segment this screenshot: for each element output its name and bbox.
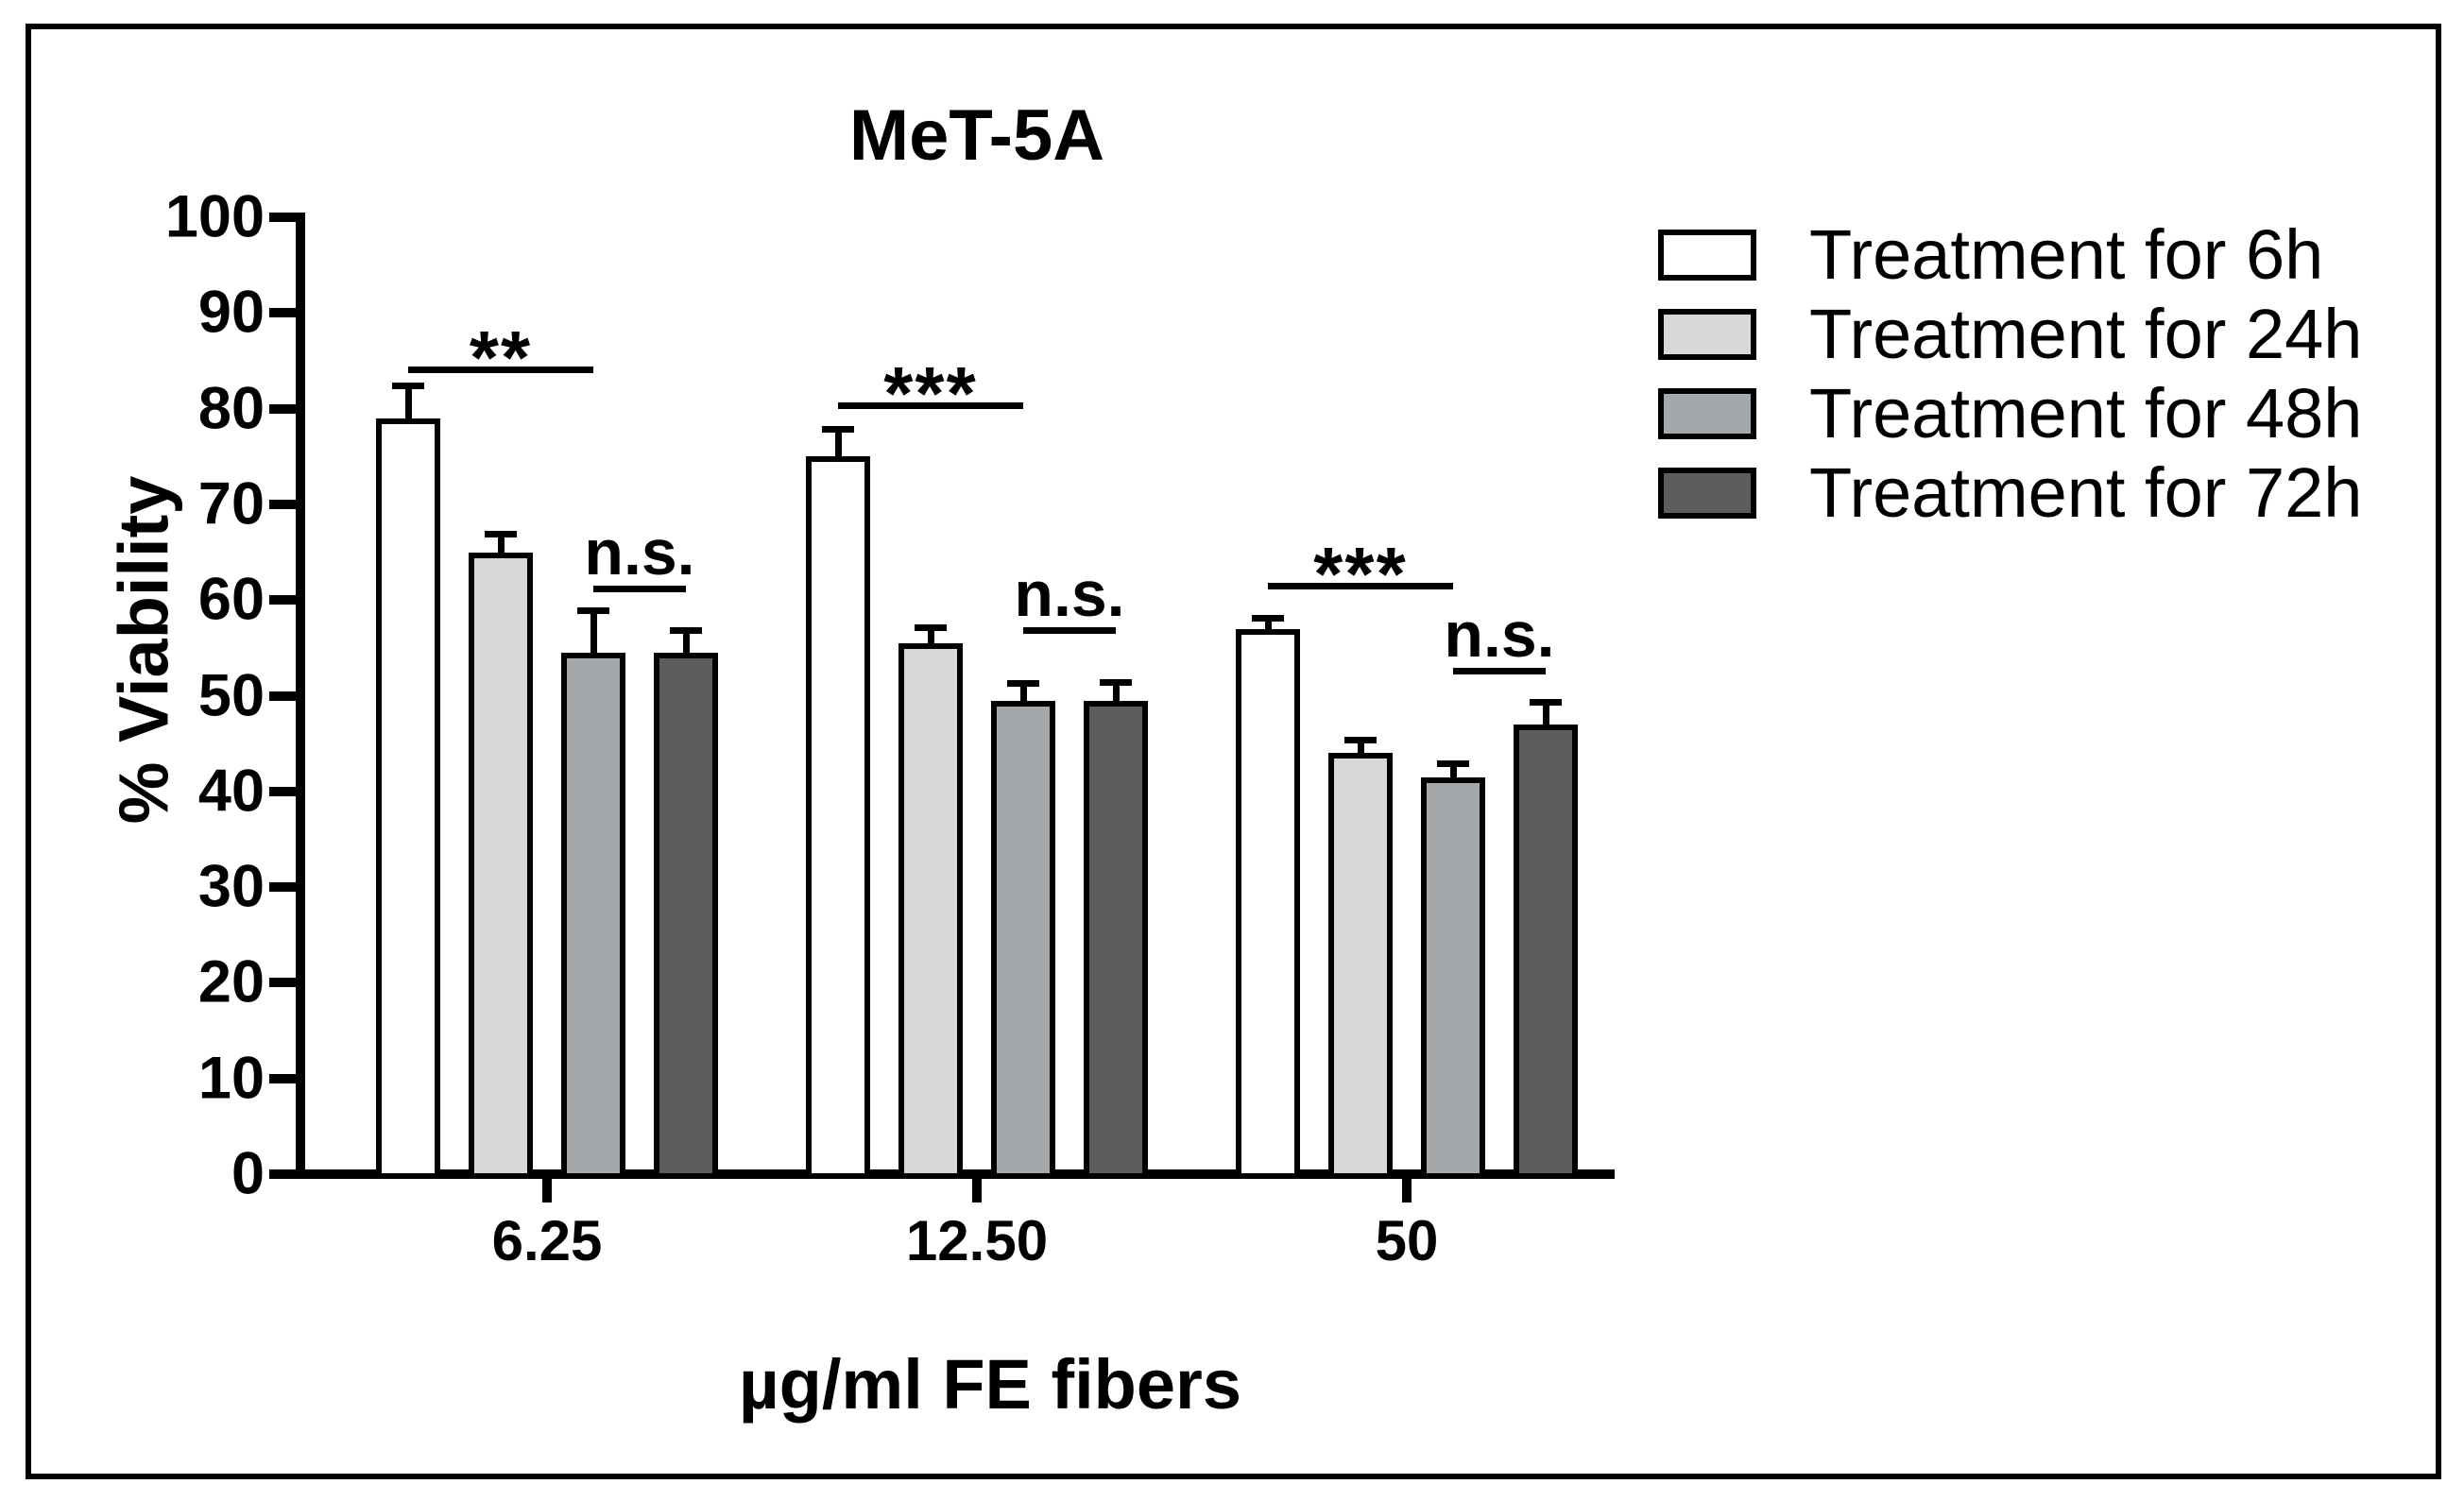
error-bar-stem [590,614,597,658]
bar-50-treatment-for-48h [1421,776,1485,1179]
bar-6.25-treatment-for-24h [469,552,533,1179]
legend-item: Treatment for 48h [1658,379,2362,449]
legend-item: Treatment for 6h [1658,220,2323,290]
bar-12.50-treatment-for-48h [991,700,1055,1179]
error-bar-stem [1112,686,1120,707]
error-bar-cap [392,383,424,390]
y-axis-line [296,213,305,1179]
legend-label: Treatment for 72h [1809,453,2363,532]
significance-bracket-line [1268,582,1453,589]
error-bar-cap [915,623,947,631]
error-bar-stem [1264,622,1272,635]
y-tick-label: 90 [197,279,265,346]
y-axis-tick [269,499,296,509]
error-bar-cap [822,425,854,433]
bar-12.50-treatment-for-6h [806,456,870,1179]
y-axis-tick [269,978,296,988]
significance-bracket-line [593,586,686,592]
error-bar-cap [1530,698,1562,706]
significance-bracket-line [1023,626,1116,634]
y-axis-tick [269,595,296,606]
x-tick-label: 50 [1375,1209,1439,1272]
y-tick-label: 30 [197,853,265,920]
bar-50-treatment-for-72h [1514,724,1578,1179]
bar-6.25-treatment-for-72h [654,652,718,1179]
error-bar-stem [927,630,934,649]
significance-ns-label: n.s. [584,517,695,588]
y-tick-label: 80 [197,375,265,442]
x-axis-tick [1402,1179,1412,1203]
significance-bracket-line [838,401,1023,409]
error-bar-cap [1437,760,1469,768]
bar-50-treatment-for-6h [1236,628,1300,1179]
x-tick-label: 12.50 [905,1209,1049,1272]
y-axis-tick [269,403,296,414]
bar-12.50-treatment-for-72h [1084,700,1148,1179]
significance-ns-label: n.s. [1444,599,1555,672]
significance-bracket-line [408,367,593,374]
y-tick-label: 10 [197,1045,265,1112]
y-tick-label: 40 [197,758,265,825]
legend-label: Treatment for 24h [1809,295,2363,373]
error-bar-stem [682,633,690,658]
x-axis-tick [542,1179,552,1203]
y-axis-tick [269,786,296,796]
x-tick-label: 6.25 [491,1209,603,1272]
legend-swatch [1658,309,1756,360]
error-bar-stem [834,432,842,463]
legend-swatch [1658,388,1756,439]
bar-6.25-treatment-for-48h [561,652,625,1179]
legend-item: Treatment for 24h [1658,299,2362,369]
significance-ns-label: n.s. [1014,557,1125,630]
bar-12.50-treatment-for-24h [898,642,963,1179]
error-bar-cap [485,531,517,538]
figure-border-frame [26,24,2441,1479]
x-axis-title: µg/ml FE fibers [739,1345,1241,1424]
y-tick-label: 60 [197,566,265,633]
chart-title: MeT-5A [848,95,1105,176]
bar-50-treatment-for-24h [1328,753,1393,1179]
y-tick-label: 70 [197,470,265,537]
error-bar-cap [1100,679,1132,687]
y-tick-label: 20 [197,948,265,1015]
significance-bracket-line [1453,668,1546,675]
error-bar-stem [497,537,505,558]
y-axis-tick [269,1169,296,1179]
legend-label: Treatment for 48h [1809,374,2363,452]
y-axis-tick [269,1073,296,1083]
error-bar-cap [1252,615,1284,623]
significance-asterisks: *** [1313,531,1408,616]
x-axis-tick [972,1179,982,1203]
significance-asterisks: *** [883,350,978,435]
bar-6.25-treatment-for-6h [376,418,440,1179]
y-tick-label: 0 [231,1140,265,1207]
y-axis-tick [269,882,296,893]
legend-label: Treatment for 6h [1809,215,2324,294]
y-tick-label: 100 [164,183,265,250]
y-tick-label: 50 [197,662,265,728]
error-bar-stem [1019,687,1027,707]
significance-asterisks: ** [469,316,533,401]
error-bar-cap [1344,737,1377,744]
error-bar-stem [404,389,412,424]
error-bar-cap [577,607,609,615]
error-bar-stem [1449,767,1457,783]
error-bar-stem [1357,743,1364,759]
legend-swatch [1658,230,1756,281]
legend-swatch [1658,468,1756,519]
y-axis-tick [269,213,296,222]
error-bar-stem [1542,705,1549,730]
error-bar-cap [1007,680,1039,688]
legend-item: Treatment for 72h [1658,458,2362,528]
y-axis-tick [269,691,296,701]
error-bar-cap [670,626,702,634]
y-axis-tick [269,308,296,318]
